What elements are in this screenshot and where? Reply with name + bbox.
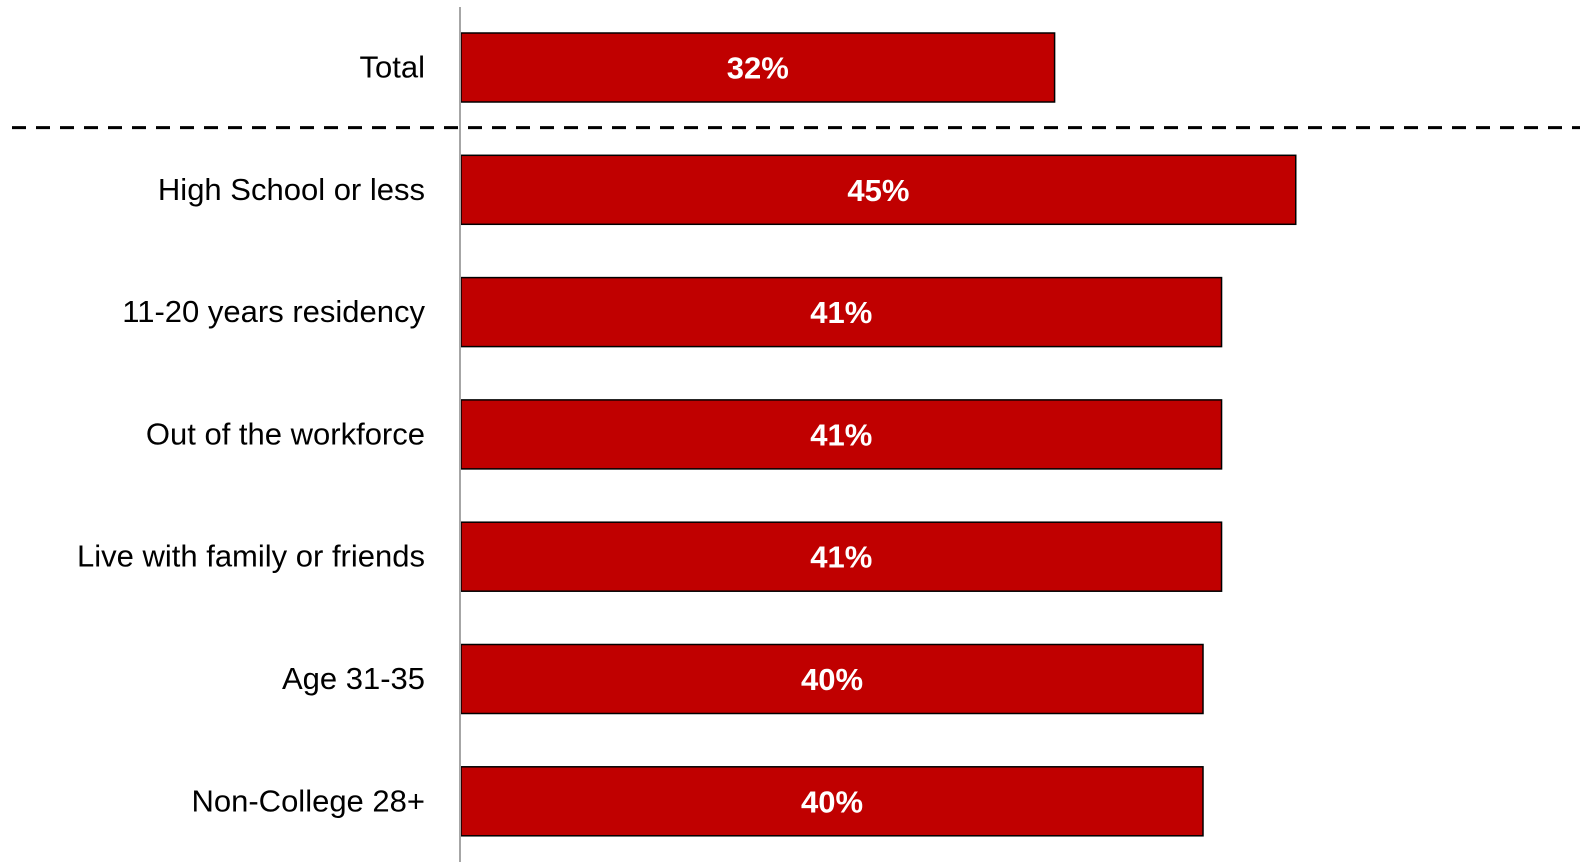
category-label-6: Non-College 28+ <box>191 783 425 818</box>
category-label-0: Total <box>360 50 425 85</box>
value-label-6: 40% <box>801 784 863 819</box>
value-label-2: 41% <box>810 295 872 330</box>
bar-6 <box>460 766 1204 837</box>
category-label-4: Live with family or friends <box>77 539 425 574</box>
category-label-5: Age 31-35 <box>282 661 425 696</box>
bar-3 <box>460 399 1223 470</box>
value-label-0: 32% <box>727 51 789 86</box>
bar-5 <box>460 643 1204 715</box>
value-label-4: 41% <box>810 540 872 575</box>
bar-4 <box>460 521 1223 592</box>
labels-layer: 32% Total 45% High School or less 41% 11-20 y… <box>77 50 909 820</box>
bar-1 <box>460 154 1297 226</box>
value-label-1: 45% <box>847 173 909 208</box>
bars-layer <box>460 32 1297 837</box>
value-label-3: 41% <box>810 417 872 452</box>
category-label-2: 11-20 years residency <box>122 294 425 329</box>
value-label-5: 40% <box>801 662 863 697</box>
category-label-1: High School or less <box>158 172 425 207</box>
category-label-3: Out of the workforce <box>146 416 425 451</box>
bar-0 <box>460 32 1056 103</box>
bar-2 <box>460 276 1223 348</box>
